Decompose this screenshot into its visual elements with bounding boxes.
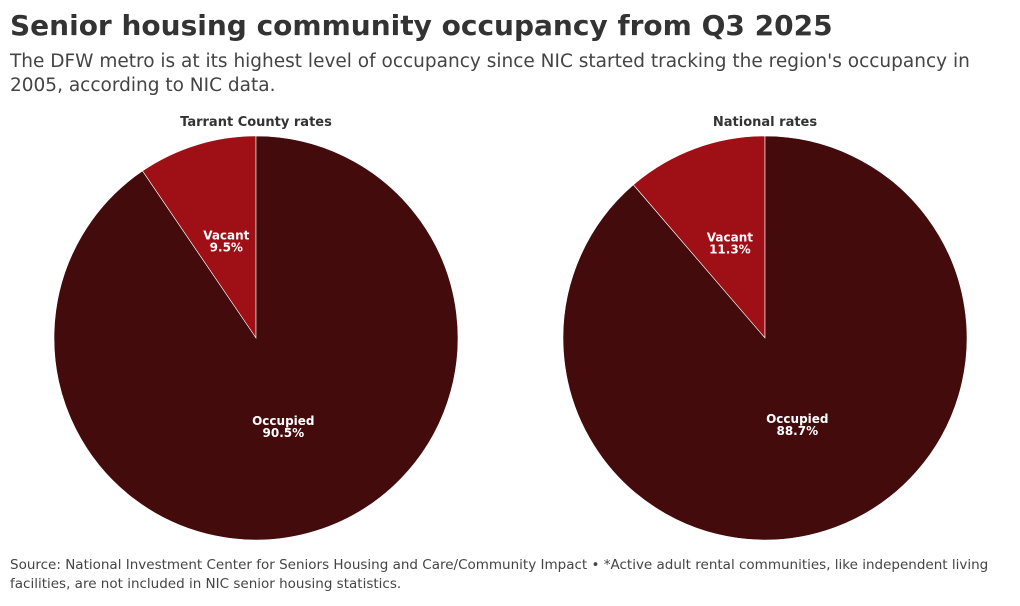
- slice-value-label: 88.7%: [776, 424, 818, 438]
- pie-slice-vacant: [142, 135, 257, 339]
- chart-subtitle: The DFW metro is at its highest level of…: [10, 51, 970, 96]
- slice-value-label: 90.5%: [263, 426, 305, 440]
- slice-value-label: 11.3%: [709, 242, 751, 256]
- slice-name-label: Occupied: [766, 412, 828, 426]
- pie-slice-occupied: [562, 135, 968, 541]
- pie-slice-vacant: [632, 135, 766, 339]
- slice-name-label: Occupied: [252, 414, 314, 428]
- pie-charts: Tarrant County ratesVacant9.5%Occupied90…: [53, 115, 968, 541]
- slice-value-label: 9.5%: [210, 240, 243, 254]
- slice-name-label: Vacant: [203, 228, 249, 242]
- pie-title: Tarrant County rates: [180, 115, 332, 130]
- source-note: Source: National Investment Center for S…: [10, 557, 989, 592]
- pie-title: National rates: [713, 115, 817, 130]
- slice-name-label: Vacant: [707, 230, 753, 244]
- pie-slice-occupied: [53, 135, 459, 541]
- chart-title: Senior housing community occupancy from …: [10, 9, 833, 42]
